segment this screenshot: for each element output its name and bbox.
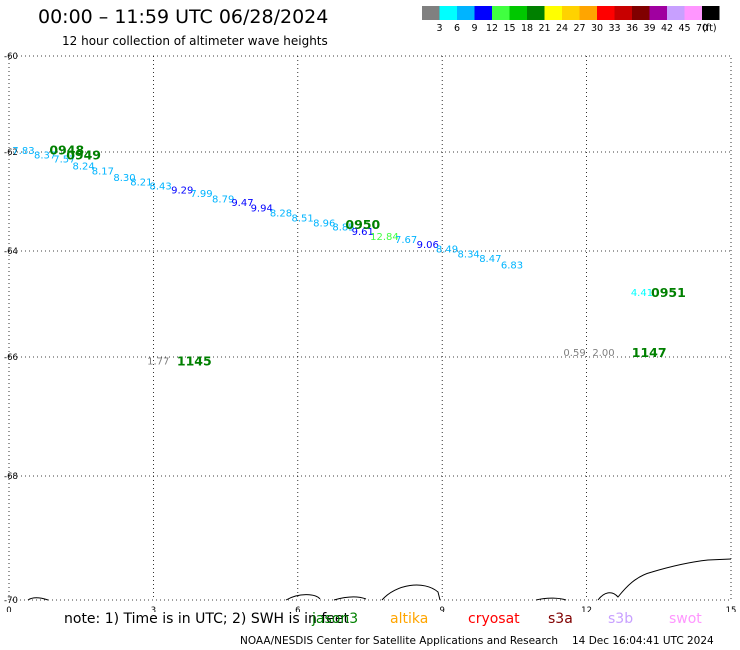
pass-time-label: 0949	[66, 147, 101, 162]
wave-height-label: 7.83	[12, 146, 34, 157]
legend-swatch	[509, 6, 527, 20]
wave-height-label: 6.83	[501, 260, 523, 271]
credit-line: NOAA/NESDIS Center for Satellite Applica…	[240, 635, 714, 647]
y-tick-label: -68	[4, 472, 18, 482]
x-tick-label: 9	[439, 606, 444, 612]
credit-text: NOAA/NESDIS Center for Satellite Applica…	[240, 635, 558, 647]
legend-swatch	[649, 6, 667, 20]
legend-swatch	[527, 6, 545, 20]
legend-swatch	[684, 6, 702, 20]
legend-swatch	[457, 6, 475, 20]
wave-height-label: 8.49	[436, 245, 458, 256]
legend-label: 27	[573, 23, 585, 34]
wave-height-label: 8.47	[479, 254, 501, 265]
legend-label: 42	[661, 23, 673, 34]
legend-label: 30	[591, 23, 603, 34]
legend-label: 6	[454, 23, 460, 34]
pass-time-label: 1147	[632, 345, 667, 360]
grid	[9, 56, 731, 600]
legend-label: 33	[608, 23, 620, 34]
x-tick-label: 6	[295, 606, 300, 612]
satellite-jason3: jason3	[312, 611, 359, 627]
wave-height-label: 8.21	[130, 178, 152, 189]
wave-height-label: 9.47	[231, 198, 253, 209]
plot-frame	[8, 55, 732, 601]
legend-label: 21	[538, 23, 550, 34]
wave-height-label: 9.61	[352, 227, 374, 238]
satellite-altika: altika	[390, 611, 429, 627]
wave-height-label: 8.28	[270, 208, 292, 219]
wave-height-label: 1.77	[147, 357, 169, 368]
y-tick-label: -64	[4, 247, 18, 257]
chart-title: 00:00 – 11:59 UTC 06/28/2024	[38, 6, 329, 28]
coastline	[27, 558, 732, 601]
pass-time-label: 1145	[177, 354, 212, 369]
y-tick-label: -70	[4, 596, 18, 606]
legend-label: 18	[521, 23, 533, 34]
legend-label: 3	[436, 23, 442, 34]
legend-swatch	[544, 6, 562, 20]
y-tick-label: -60	[4, 52, 18, 62]
wave-height-label: 8.30	[113, 173, 135, 184]
pass-time-label: 0948	[49, 143, 84, 158]
wave-height-label: 8.96	[313, 218, 335, 229]
legend-label: 9	[471, 23, 477, 34]
wave-height-label: 8.24	[72, 161, 94, 172]
satellite-s3b: s3b	[608, 611, 634, 627]
wave-height-label: 8.51	[291, 213, 313, 224]
legend-swatch	[492, 6, 510, 20]
x-tick-label: 0	[6, 606, 11, 612]
wave-height-label: 12.84	[370, 232, 399, 243]
legend-swatch	[439, 6, 457, 20]
legend-label: 12	[486, 23, 498, 34]
legend-swatch	[597, 6, 615, 20]
x-tick-label: 3	[151, 606, 156, 612]
legend-swatch	[562, 6, 580, 20]
legend-swatch	[579, 6, 597, 20]
plot-area: 0 3 6 9 12 15-60-62-64-66-68-707.83 8.377.578.…	[4, 52, 737, 612]
legend-swatch	[667, 6, 685, 20]
wave-height-label: 8.79	[212, 195, 234, 206]
legend-label: 70	[696, 23, 708, 34]
wave-height-label: 4.41	[631, 288, 653, 299]
wave-height-label: 9.29	[171, 186, 193, 197]
satellite-cryosat: cryosat	[468, 611, 520, 627]
wave-height-label: 7.57	[53, 154, 75, 165]
wave-height-label: 9.94	[251, 203, 273, 214]
note-text: note: 1) Time is in UTC; 2) SWH is in fe…	[64, 611, 350, 627]
x-tick-label: 15	[726, 606, 737, 612]
wave-height-label: 8.34	[458, 250, 480, 261]
x-tick-label: 12	[581, 606, 592, 612]
wave-height-label: 8.17	[92, 166, 114, 177]
satellite-swot: swot	[669, 611, 702, 627]
legend-swatch	[474, 6, 492, 20]
legend-label: 36	[626, 23, 638, 34]
legend-label: 24	[556, 23, 568, 34]
chart-subtitle: 12 hour collection of altimeter wave hei…	[62, 34, 328, 48]
legend-label: 45	[678, 23, 690, 34]
wave-height-label: 2.00	[592, 348, 614, 359]
pass-time-label: 0951	[651, 285, 686, 300]
legend-swatch	[614, 6, 632, 20]
legend-label: 15	[503, 23, 515, 34]
pass-time-label: 0950	[345, 217, 380, 232]
legend-label: 39	[643, 23, 655, 34]
legend-swatch	[632, 6, 650, 20]
y-tick-label: -62	[4, 148, 18, 158]
wave-height-label: 8.37	[34, 150, 56, 161]
wave-height-label: 8.43	[149, 182, 171, 193]
color-legend: 3 6 9 12 15 18 21 24 27 30 33 36 39 42 45 70(ft)	[422, 6, 720, 34]
timestamp: 14 Dec 16:04:41 UTC 2024	[572, 635, 714, 647]
legend-swatch	[422, 6, 440, 20]
legend-swatch	[702, 6, 720, 20]
footer-note: note: 1) Time is in UTC; 2) SWH is in fe…	[0, 611, 740, 631]
wave-height-label: 9.06	[417, 240, 439, 251]
legend-unit: (ft)	[702, 23, 716, 34]
wave-height-label: 7.99	[190, 189, 212, 200]
satellite-s3a: s3a	[548, 611, 573, 627]
y-tick-label: -66	[4, 353, 18, 363]
wave-height-label: 8.85	[332, 222, 354, 233]
wave-height-label: 7.67	[395, 235, 417, 246]
wave-height-label: 0.59	[563, 348, 585, 359]
